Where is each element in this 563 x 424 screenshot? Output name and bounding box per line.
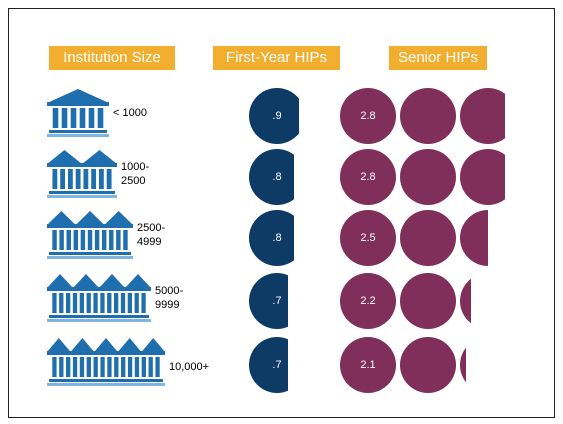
senior-value-circle [460, 273, 472, 329]
first-year-value-circle: .7 [249, 337, 289, 393]
senior-value-circle [460, 210, 488, 266]
institution-size-label: 1000- 2500 [121, 161, 150, 187]
senior-value-circle [400, 210, 456, 266]
first-year-value-circle: .8 [249, 149, 294, 205]
senior-value-label: 2.8 [360, 110, 376, 122]
header-institution-size: Institution Size [49, 46, 175, 70]
senior-value-circle: 2.8 [340, 149, 396, 205]
senior-value-label: 2.8 [360, 171, 376, 183]
first-year-value-circle: .8 [249, 210, 294, 266]
slide: Institution Size First-Year HIPs Senior … [8, 8, 555, 418]
senior-value-circle: 2.8 [340, 88, 396, 144]
first-year-value-circle: .9 [249, 88, 300, 144]
senior-value-label: 2.1 [360, 359, 376, 371]
header-senior-hips: Senior HIPs [389, 46, 487, 70]
first-year-value-label: .9 [272, 110, 282, 122]
senior-value-label: 2.2 [360, 295, 376, 307]
senior-value-circle [460, 88, 505, 144]
senior-value-circle: 2.1 [340, 337, 396, 393]
senior-value-circle [400, 149, 456, 205]
header-first-year-hips: First-Year HIPs [213, 46, 340, 70]
institution-size-label: 10,000+ [169, 361, 210, 373]
senior-value-circle [400, 337, 456, 393]
institution-size-label: 5000- 9999 [155, 285, 184, 311]
institution-building-icon [47, 144, 117, 205]
first-year-value-label: .8 [272, 171, 282, 183]
institution-building-icon [47, 268, 151, 329]
senior-value-circle [460, 337, 466, 393]
senior-value-circle: 2.5 [340, 210, 396, 266]
senior-value-circle [460, 149, 505, 205]
senior-value-circle [400, 88, 456, 144]
institution-size-label: 2500- 4999 [137, 222, 166, 248]
first-year-value-label: .7 [272, 359, 282, 371]
institution-building-icon [47, 332, 165, 393]
first-year-value-label: .7 [272, 295, 282, 307]
institution-size-label: < 1000 [113, 107, 147, 119]
first-year-value-circle: .7 [249, 273, 289, 329]
institution-building-icon [47, 83, 109, 144]
senior-value-circle: 2.2 [340, 273, 396, 329]
institution-building-icon [47, 205, 133, 266]
first-year-value-label: .8 [272, 232, 282, 244]
senior-value-label: 2.5 [360, 232, 376, 244]
senior-value-circle [400, 273, 456, 329]
